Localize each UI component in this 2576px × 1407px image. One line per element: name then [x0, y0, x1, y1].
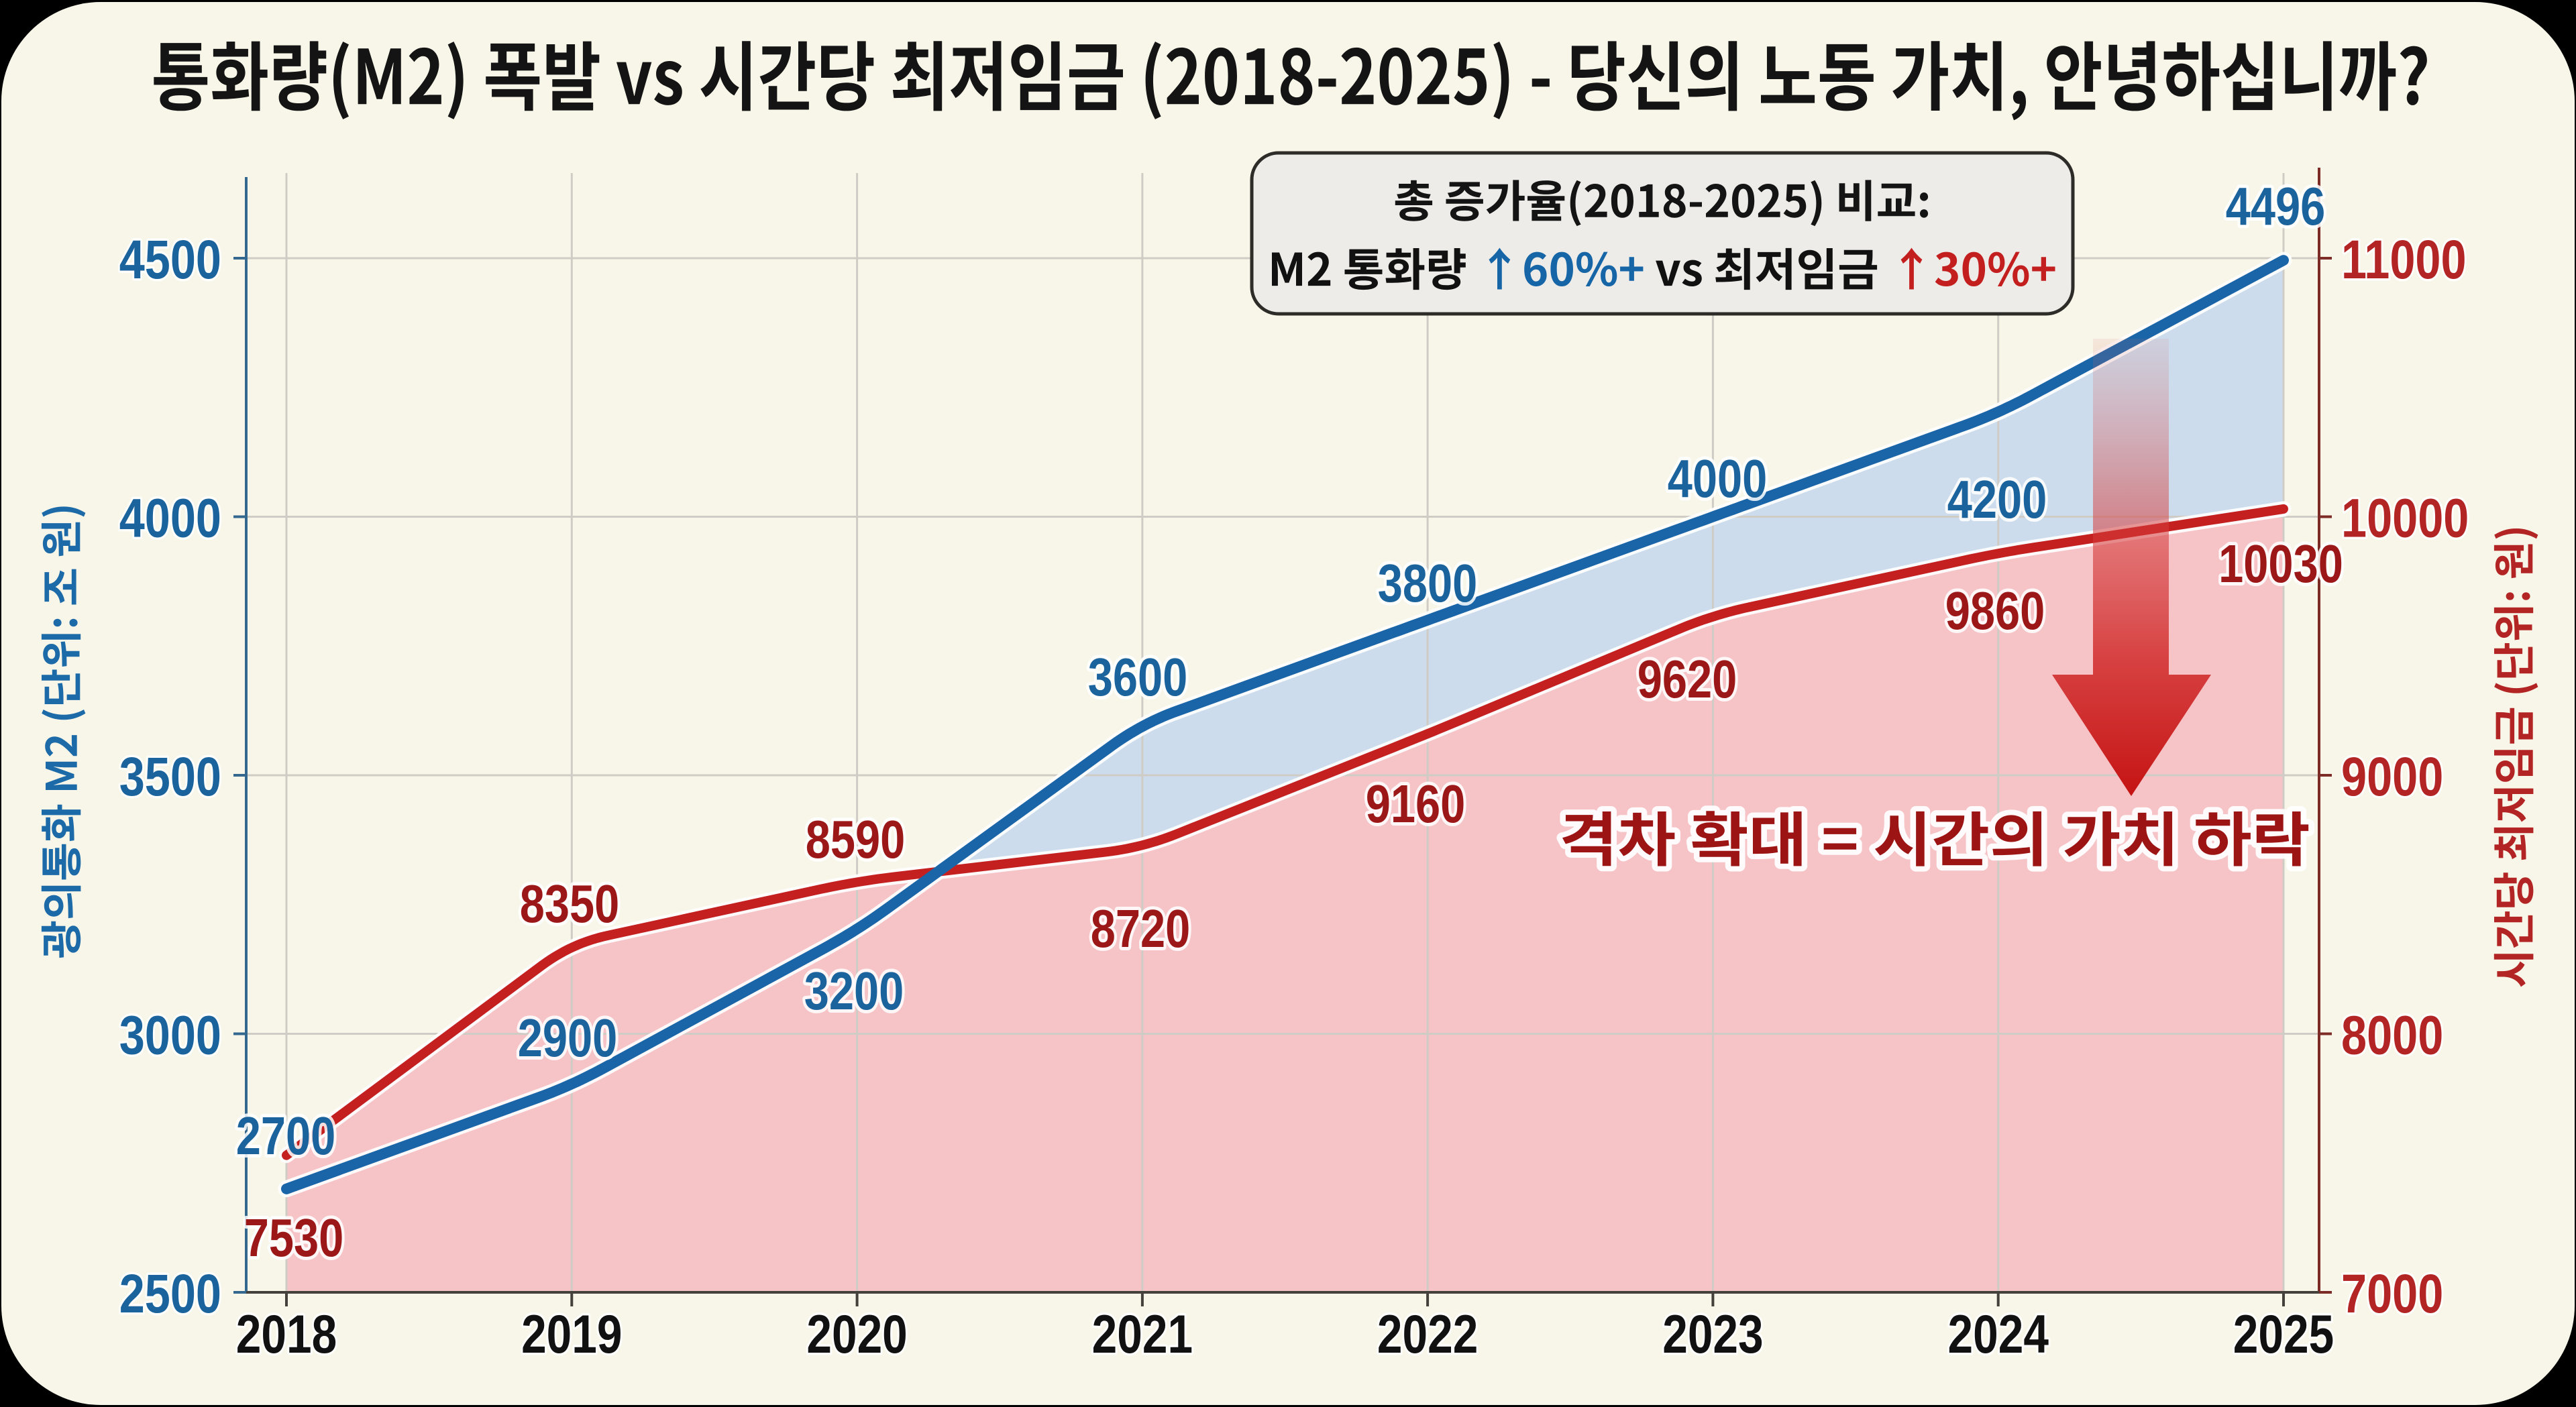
svg-text:9860: 9860	[1945, 580, 2045, 640]
svg-text:2020: 2020	[806, 1303, 907, 1364]
svg-text:3500: 3500	[119, 746, 221, 807]
svg-text:2023: 2023	[1662, 1303, 1763, 1364]
svg-text:9000: 9000	[2341, 746, 2443, 807]
svg-text:4496: 4496	[2226, 176, 2326, 236]
svg-text:10030: 10030	[2218, 533, 2343, 594]
svg-text:2019: 2019	[521, 1303, 622, 1364]
svg-text:8350: 8350	[520, 873, 620, 934]
svg-text:8000: 8000	[2341, 1005, 2443, 1066]
svg-text:7530: 7530	[244, 1207, 344, 1268]
svg-text:2900: 2900	[518, 1007, 618, 1068]
svg-text:4200: 4200	[1947, 469, 2047, 529]
svg-text:3600: 3600	[1088, 646, 1188, 707]
svg-text:4000: 4000	[1668, 448, 1768, 508]
svg-text:2022: 2022	[1377, 1303, 1478, 1364]
svg-text:2700: 2700	[236, 1105, 336, 1166]
svg-text:2018: 2018	[236, 1303, 337, 1364]
svg-text:9620: 9620	[1638, 649, 1737, 709]
svg-text:2024: 2024	[1947, 1303, 2049, 1364]
svg-text:3800: 3800	[1378, 553, 1478, 613]
svg-text:10000: 10000	[2341, 488, 2469, 549]
svg-text:2021: 2021	[1092, 1303, 1193, 1364]
svg-text:8590: 8590	[806, 809, 906, 869]
svg-text:3200: 3200	[804, 960, 904, 1021]
svg-text:4500: 4500	[119, 229, 221, 290]
svg-text:7000: 7000	[2341, 1263, 2443, 1325]
svg-text:2500: 2500	[119, 1263, 221, 1325]
svg-text:4000: 4000	[119, 488, 221, 549]
svg-text:11000: 11000	[2341, 229, 2467, 290]
svg-text:2025: 2025	[2233, 1303, 2334, 1364]
svg-text:3000: 3000	[119, 1005, 221, 1066]
svg-text:8720: 8720	[1091, 898, 1191, 958]
svg-text:9160: 9160	[1366, 773, 1466, 834]
